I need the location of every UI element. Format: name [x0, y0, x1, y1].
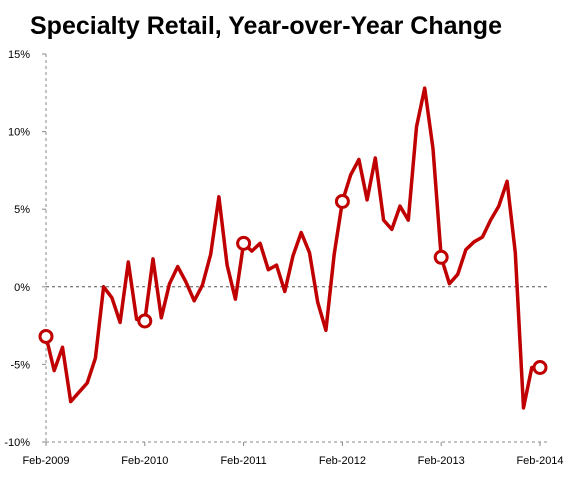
x-tick-label: Feb-2012 [319, 455, 366, 467]
data-point-marker [334, 193, 350, 209]
data-point-marker [137, 313, 153, 329]
y-tick-label: 0% [14, 282, 30, 294]
data-point-marker [236, 235, 252, 251]
x-tick-label: Feb-2010 [121, 455, 168, 467]
x-tick-label: Feb-2014 [516, 455, 563, 467]
y-tick-label: -10% [4, 437, 30, 449]
y-tick-label: 15% [8, 49, 30, 61]
data-point-marker [433, 249, 449, 265]
chart-title: Specialty Retail, Year-over-Year Change [30, 12, 502, 40]
y-tick-label: 10% [8, 127, 30, 139]
y-tick-label: 5% [14, 204, 30, 216]
data-point-marker [38, 328, 54, 344]
x-tick-label: Feb-2011 [220, 455, 266, 467]
y-tick-label: -5% [10, 359, 30, 371]
x-tick-label: Feb-2009 [22, 455, 69, 467]
x-tick-label: Feb-2013 [418, 455, 465, 467]
data-point-marker [532, 360, 548, 376]
series-line [44, 86, 542, 410]
